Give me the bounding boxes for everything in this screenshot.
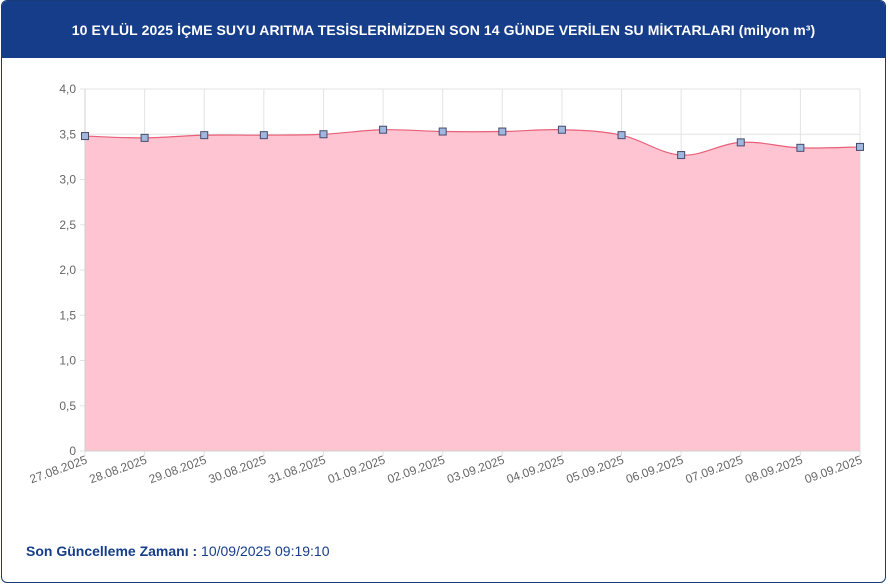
y-tick-label: 3,0 [59, 173, 76, 187]
data-point-29.08.2025 [200, 131, 209, 140]
x-tick-label: 04.09.2025 [505, 453, 567, 487]
data-point-05.09.2025 [617, 131, 626, 140]
x-tick-label: 06.09.2025 [624, 453, 686, 487]
data-point-31.08.2025 [319, 130, 328, 139]
data-point-09.09.2025 [856, 142, 864, 151]
y-tick-label: 1,0 [59, 354, 76, 368]
y-tick-label: 1,5 [59, 308, 76, 322]
area-chart: 0 0,5 1,0 1,5 2,0 2,5 3,0 3,5 4,0 27.08.202528.08… [28, 82, 865, 487]
chart-header: 10 EYLÜL 2025 İÇME SUYU ARITMA TESİSLERİ… [2, 1, 885, 58]
x-tick-label: 02.09.2025 [385, 453, 447, 487]
data-point-28.08.2025 [140, 133, 149, 142]
x-tick-label: 31.08.2025 [266, 453, 328, 487]
x-tick-label: 07.09.2025 [684, 453, 746, 487]
last-update: Son Güncelleme Zamanı : 10/09/2025 09:19… [26, 543, 330, 559]
last-update-value: 10/09/2025 09:19:10 [201, 543, 330, 559]
data-point-08.09.2025 [796, 143, 805, 152]
series-line [84, 129, 861, 156]
x-tick-label: 01.09.2025 [326, 453, 388, 487]
data-point-30.08.2025 [259, 131, 268, 140]
y-tick-label: 4,0 [59, 82, 76, 96]
x-tick-label: 09.09.2025 [803, 453, 865, 487]
x-tick-label: 03.09.2025 [445, 453, 507, 487]
chart-area: 0 0,5 1,0 1,5 2,0 2,5 3,0 3,5 4,0 27.08.2025 28.08… [2, 58, 885, 528]
x-tick-label: 29.08.2025 [147, 453, 209, 487]
data-point-02.09.2025 [438, 127, 447, 136]
data-point-01.09.2025 [379, 125, 388, 134]
x-tick-label: 08.09.2025 [743, 453, 805, 487]
y-tick-label: 0 [69, 444, 76, 458]
y-tick-label: 2,0 [59, 263, 76, 277]
data-point-06.09.2025 [677, 151, 686, 160]
y-tick-label: 0,5 [59, 399, 76, 413]
x-tick-label: 30.08.2025 [207, 453, 269, 487]
x-tick-label: 28.08.2025 [87, 453, 149, 487]
last-update-label: Son Güncelleme Zamanı : [26, 543, 198, 559]
data-point-27.08.2025 [81, 132, 89, 141]
y-tick-label: 2,5 [59, 218, 76, 232]
y-tick-label: 3,5 [59, 127, 76, 141]
x-tick-label: 05.09.2025 [564, 453, 626, 487]
data-point-03.09.2025 [498, 127, 507, 136]
data-point-04.09.2025 [557, 125, 566, 134]
series-area [85, 129, 860, 451]
data-point-07.09.2025 [736, 138, 745, 147]
chart-title: 10 EYLÜL 2025 İÇME SUYU ARITMA TESİSLERİ… [71, 21, 816, 38]
x-tick-label: 27.08.2025 [28, 453, 90, 487]
